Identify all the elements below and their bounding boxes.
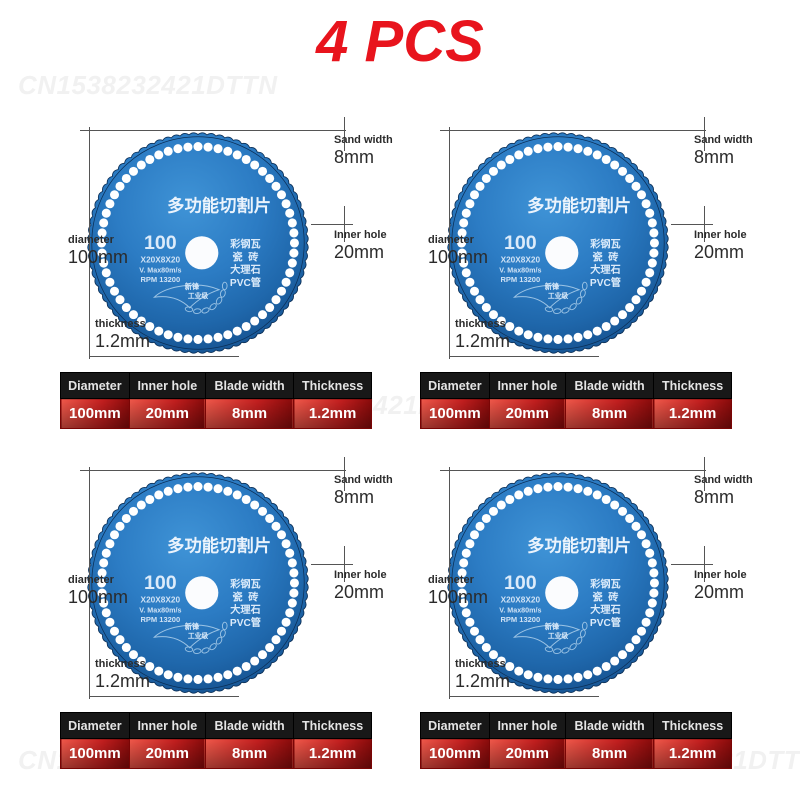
svg-text:PVC管: PVC管	[590, 276, 621, 289]
svg-text:工业级: 工业级	[188, 631, 209, 640]
svg-text:V. Max80m/s: V. Max80m/s	[139, 266, 181, 274]
svg-text:新锋: 新锋	[185, 282, 200, 291]
svg-text:100: 100	[144, 232, 177, 254]
svg-text:新锋: 新锋	[185, 622, 200, 631]
svg-text:RPM 13200: RPM 13200	[500, 615, 540, 624]
svg-text:V. Max80m/s: V. Max80m/s	[499, 266, 541, 274]
svg-text:彩钢瓦: 彩钢瓦	[589, 238, 620, 251]
svg-text:大理石: 大理石	[230, 263, 260, 276]
svg-text:彩钢瓦: 彩钢瓦	[229, 578, 260, 591]
svg-text:RPM 13200: RPM 13200	[140, 275, 180, 284]
svg-text:彩钢瓦: 彩钢瓦	[589, 578, 620, 591]
svg-text:瓷 砖: 瓷 砖	[232, 590, 258, 603]
svg-text:X20X8X20: X20X8X20	[141, 256, 181, 265]
svg-text:大理石: 大理石	[230, 603, 260, 616]
svg-text:PVC管: PVC管	[590, 616, 621, 629]
svg-text:多功能切割片: 多功能切割片	[527, 195, 631, 215]
svg-text:瓷 砖: 瓷 砖	[232, 250, 258, 263]
svg-text:大理石: 大理石	[590, 603, 620, 616]
svg-text:V. Max80m/s: V. Max80m/s	[499, 606, 541, 614]
svg-text:X20X8X20: X20X8X20	[501, 596, 541, 605]
svg-text:多功能切割片: 多功能切割片	[527, 535, 631, 555]
svg-text:彩钢瓦: 彩钢瓦	[229, 238, 260, 251]
svg-text:工业级: 工业级	[548, 631, 569, 640]
svg-text:X20X8X20: X20X8X20	[501, 256, 541, 265]
svg-text:瓷 砖: 瓷 砖	[592, 250, 618, 263]
svg-text:RPM 13200: RPM 13200	[140, 615, 180, 624]
svg-text:100: 100	[504, 232, 537, 254]
svg-text:V. Max80m/s: V. Max80m/s	[139, 606, 181, 614]
svg-text:大理石: 大理石	[590, 263, 620, 276]
svg-text:工业级: 工业级	[548, 291, 569, 300]
svg-text:工业级: 工业级	[188, 291, 209, 300]
svg-text:瓷 砖: 瓷 砖	[592, 590, 618, 603]
svg-text:多功能切割片: 多功能切割片	[167, 195, 271, 215]
svg-text:PVC管: PVC管	[230, 276, 261, 289]
svg-text:RPM 13200: RPM 13200	[500, 275, 540, 284]
svg-text:100: 100	[144, 572, 177, 594]
svg-text:PVC管: PVC管	[230, 616, 261, 629]
svg-text:多功能切割片: 多功能切割片	[167, 535, 271, 555]
svg-text:100: 100	[504, 572, 537, 594]
svg-text:新锋: 新锋	[545, 282, 560, 291]
svg-text:新锋: 新锋	[545, 622, 560, 631]
svg-text:X20X8X20: X20X8X20	[141, 596, 181, 605]
